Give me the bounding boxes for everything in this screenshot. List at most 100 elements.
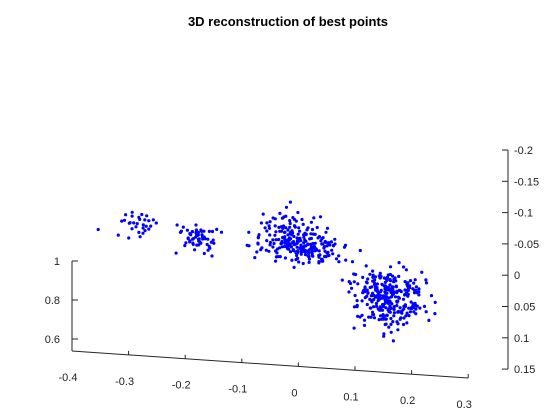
data-point bbox=[379, 288, 383, 292]
data-point bbox=[184, 241, 188, 245]
data-point bbox=[306, 242, 310, 246]
data-point bbox=[379, 306, 383, 310]
data-point bbox=[288, 219, 292, 223]
data-point bbox=[291, 248, 295, 252]
data-point bbox=[358, 248, 362, 253]
data-point bbox=[288, 231, 292, 236]
data-point bbox=[368, 306, 372, 310]
data-point bbox=[296, 210, 300, 215]
data-point bbox=[268, 240, 272, 245]
data-point bbox=[408, 310, 412, 314]
data-point bbox=[253, 256, 257, 260]
data-point bbox=[271, 238, 275, 242]
data-point bbox=[183, 244, 187, 248]
data-point bbox=[392, 311, 396, 315]
data-point bbox=[414, 285, 418, 289]
z-tick-label: 0.6 bbox=[45, 334, 60, 346]
data-point bbox=[342, 245, 347, 249]
data-point bbox=[395, 290, 399, 295]
data-point bbox=[390, 285, 394, 289]
data-point bbox=[422, 304, 427, 308]
data-point bbox=[382, 314, 386, 318]
data-point bbox=[380, 317, 384, 321]
data-point bbox=[324, 240, 328, 244]
data-point bbox=[138, 235, 142, 239]
data-point bbox=[288, 200, 292, 204]
data-point bbox=[387, 307, 391, 311]
data-point bbox=[322, 246, 326, 250]
data-point bbox=[309, 236, 313, 241]
data-point bbox=[310, 252, 314, 256]
data-point bbox=[281, 224, 286, 228]
data-point bbox=[267, 224, 271, 228]
data-point bbox=[389, 288, 394, 292]
y-tick-label: 0.1 bbox=[514, 333, 529, 345]
data-point bbox=[141, 226, 145, 230]
data-point bbox=[380, 308, 385, 312]
data-point bbox=[265, 239, 269, 243]
data-point bbox=[295, 250, 299, 254]
data-point bbox=[365, 302, 369, 307]
data-point bbox=[287, 238, 291, 242]
data-point bbox=[361, 289, 366, 293]
x-tick-label: 0 bbox=[291, 387, 297, 399]
data-point bbox=[325, 244, 329, 248]
data-point bbox=[130, 210, 134, 214]
data-point bbox=[289, 245, 293, 249]
data-point bbox=[350, 260, 355, 264]
data-point bbox=[281, 235, 285, 240]
data-point bbox=[391, 274, 395, 278]
data-point bbox=[352, 326, 356, 330]
data-point bbox=[288, 225, 292, 229]
data-point bbox=[355, 299, 359, 303]
data-point bbox=[264, 248, 268, 252]
data-point bbox=[371, 279, 375, 283]
data-point bbox=[292, 243, 296, 247]
data-point bbox=[325, 226, 330, 230]
data-point bbox=[398, 306, 402, 310]
data-point bbox=[417, 287, 421, 291]
data-point bbox=[212, 241, 216, 245]
data-point bbox=[277, 237, 281, 242]
data-point bbox=[288, 221, 292, 226]
data-point bbox=[347, 290, 351, 294]
data-point bbox=[255, 250, 259, 254]
data-point bbox=[267, 226, 272, 230]
data-point bbox=[317, 261, 321, 265]
y-tick-label: -0.2 bbox=[514, 145, 533, 157]
data-point bbox=[200, 233, 204, 237]
data-point bbox=[404, 268, 408, 272]
data-point bbox=[348, 281, 353, 286]
data-point bbox=[278, 211, 282, 215]
data-point bbox=[305, 228, 309, 232]
data-point bbox=[354, 272, 358, 277]
data-point bbox=[384, 285, 388, 289]
data-point bbox=[130, 227, 134, 231]
data-point bbox=[320, 237, 324, 241]
data-point bbox=[124, 213, 128, 217]
data-point bbox=[137, 230, 141, 234]
data-point bbox=[197, 239, 201, 243]
data-point bbox=[292, 217, 296, 221]
data-point bbox=[288, 250, 293, 254]
data-point bbox=[414, 312, 418, 316]
data-point bbox=[295, 245, 299, 249]
data-point bbox=[392, 307, 396, 311]
data-point bbox=[275, 247, 280, 251]
data-point bbox=[310, 249, 314, 253]
data-point bbox=[424, 310, 428, 314]
data-point bbox=[388, 301, 393, 305]
data-point bbox=[323, 249, 327, 253]
data-point bbox=[412, 288, 417, 292]
data-point bbox=[130, 214, 134, 218]
data-point bbox=[206, 237, 210, 241]
data-point bbox=[340, 278, 344, 282]
data-point bbox=[188, 240, 192, 244]
data-point bbox=[386, 285, 390, 289]
data-point bbox=[363, 296, 367, 300]
data-point bbox=[389, 290, 393, 295]
data-point bbox=[191, 242, 195, 246]
data-point bbox=[274, 259, 278, 263]
data-point bbox=[286, 233, 290, 237]
data-point bbox=[219, 230, 224, 234]
